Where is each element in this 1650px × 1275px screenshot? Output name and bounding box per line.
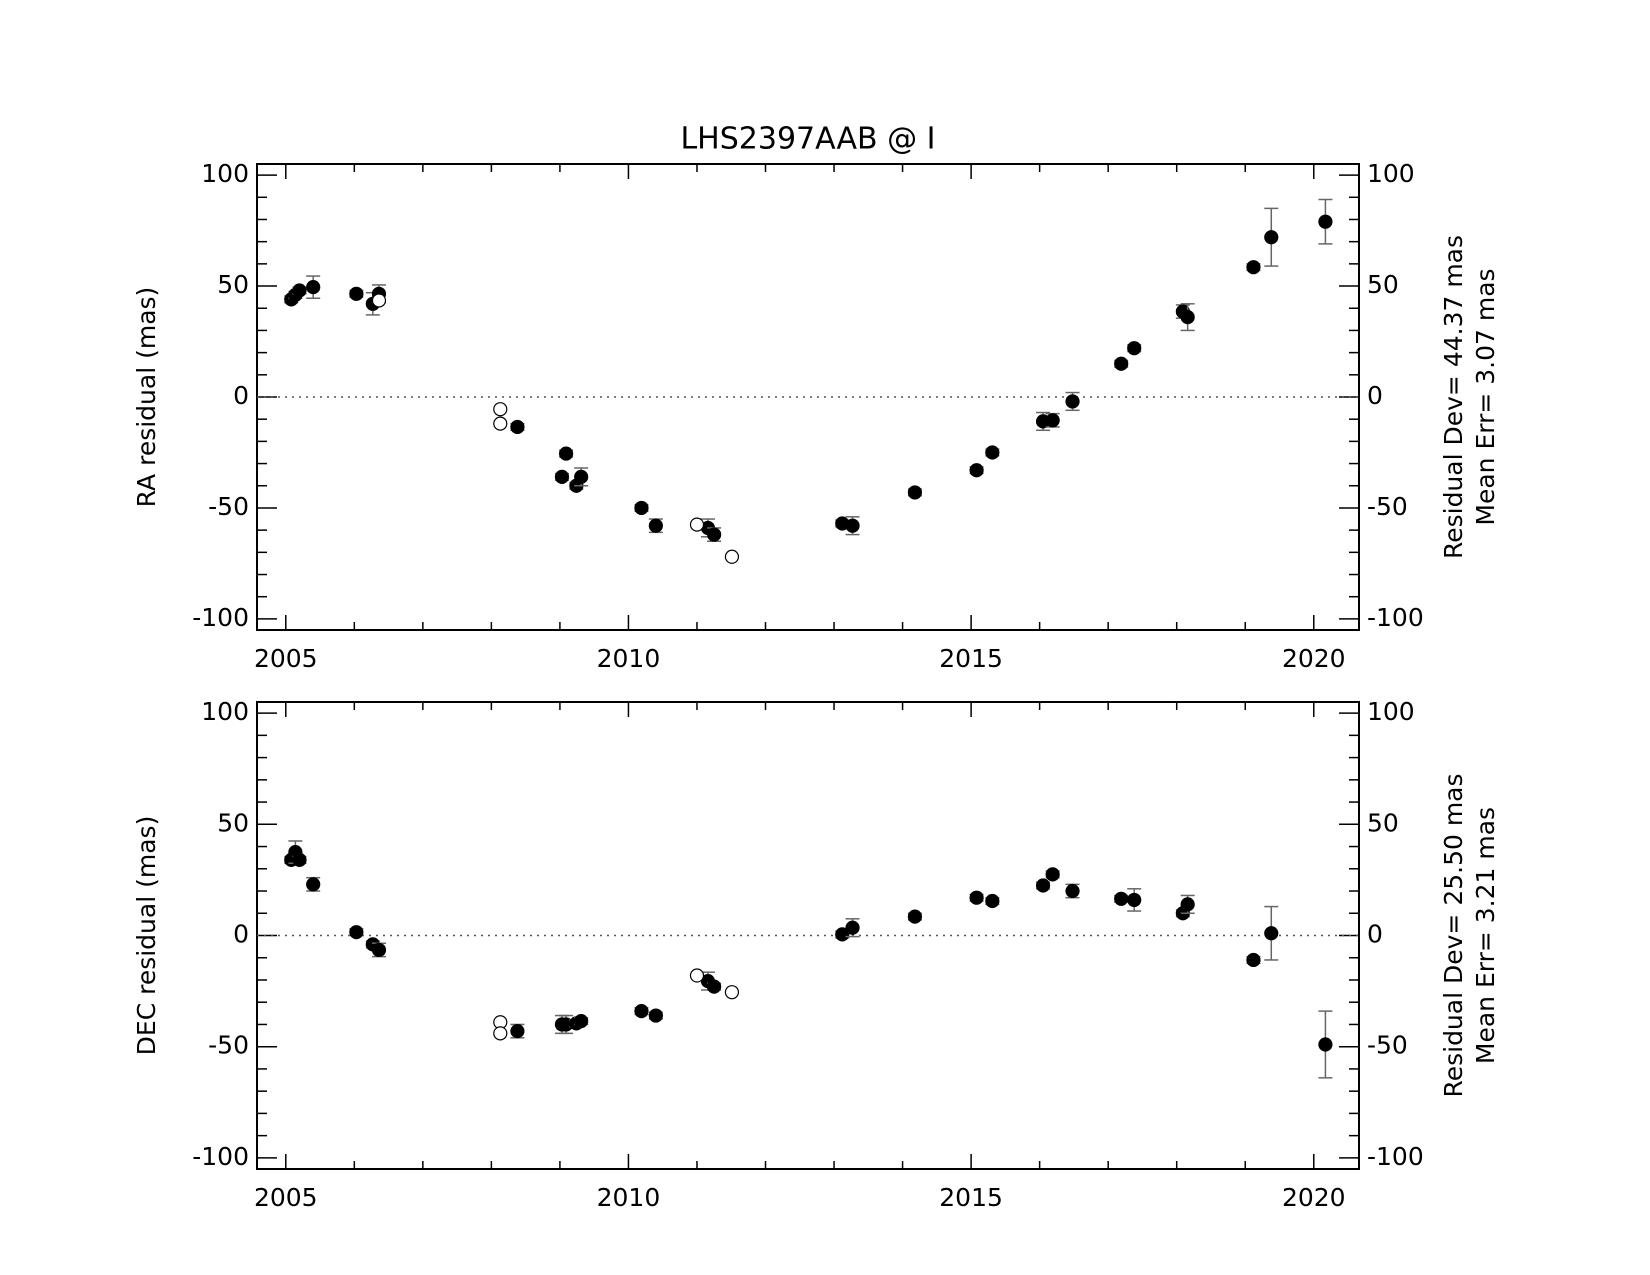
data-point [724,985,740,1000]
data-point [1318,1037,1333,1052]
plot-frame [256,163,1360,631]
data-point [969,463,984,478]
y-axis-label: DEC residual (mas) [132,816,161,1056]
data-point [558,446,574,461]
data-point [1246,952,1261,968]
y-tick-label: -100 [192,603,249,632]
data-point [835,927,850,942]
data-point [1180,310,1195,325]
data-point [1127,892,1142,908]
data-point [574,1014,589,1029]
annotation: Residual Dev= 44.37 mas [1439,235,1468,559]
annotation: Residual Dev= 25.50 mas [1439,773,1468,1097]
data-point [707,527,722,542]
data-point [648,518,663,533]
y2-tick-label: 100 [1367,697,1415,726]
data-point [1180,897,1195,912]
data-point [634,1004,649,1019]
data-point [510,1024,525,1039]
x-tick-label: 2005 [254,644,318,673]
data-point [1114,891,1129,906]
data-point [349,286,364,301]
data-point [292,852,307,867]
data-point [907,485,923,500]
data-point [371,942,387,958]
data-point [554,469,570,484]
data-point [1114,356,1129,371]
data-point [292,283,307,298]
data-point [1045,413,1060,428]
data-point [306,280,321,295]
data-point [371,293,387,308]
data-point [634,500,649,516]
x-tick-label: 2020 [1282,1183,1346,1212]
y-tick-label: -100 [192,1142,249,1171]
annotation: Mean Err= 3.07 mas [1471,268,1500,525]
data-point [1045,867,1060,882]
data-point [1264,230,1279,245]
y2-tick-label: 0 [1367,381,1383,410]
y2-tick-label: -100 [1367,603,1424,632]
data-point [306,877,321,892]
data-point [907,909,923,924]
data-point [1246,260,1261,275]
data-point [493,402,508,417]
y-tick-label: 50 [217,270,249,299]
plot-frame [256,701,1360,1170]
data-point [1318,214,1333,229]
data-point [349,925,364,940]
y-tick-label: -50 [208,1031,249,1060]
x-tick-label: 2020 [1282,644,1346,673]
data-point [689,968,705,983]
data-point [689,517,705,532]
x-tick-label: 2005 [254,1183,318,1212]
data-point [493,416,508,431]
chart-title: LHS2397AAB @ I [680,122,935,157]
data-point [510,419,525,435]
y2-tick-label: -50 [1367,1031,1408,1060]
data-point [707,979,722,994]
data-point [493,1026,508,1041]
x-tick-label: 2010 [597,644,661,673]
data-point [985,893,1000,909]
data-point [845,518,860,533]
y2-tick-label: 50 [1367,270,1399,299]
data-point [574,469,589,484]
data-point [1035,878,1051,893]
y-tick-label: 100 [201,159,249,188]
y-tick-label: 50 [217,808,249,837]
y2-tick-label: 50 [1367,808,1399,837]
data-point [648,1008,663,1023]
y2-tick-label: -50 [1367,492,1408,521]
data-point [1065,394,1080,409]
x-tick-label: 2015 [939,644,1003,673]
y-tick-label: 100 [201,697,249,726]
data-point [1127,341,1142,356]
data-point [969,890,984,905]
data-point [1264,926,1279,941]
data-point [845,920,860,935]
y-tick-label: -50 [208,492,249,521]
y-tick-label: 0 [233,920,249,949]
data-point [724,549,740,564]
y2-tick-label: 100 [1367,159,1415,188]
data-point [1065,883,1080,899]
y2-tick-label: -100 [1367,1142,1424,1171]
x-tick-label: 2010 [597,1183,661,1212]
y-axis-label: RA residual (mas) [132,287,161,508]
y2-tick-label: 0 [1367,920,1383,949]
x-tick-label: 2015 [939,1183,1003,1212]
y-tick-label: 0 [233,381,249,410]
data-point [985,445,1000,460]
annotation: Mean Err= 3.21 mas [1471,807,1500,1064]
